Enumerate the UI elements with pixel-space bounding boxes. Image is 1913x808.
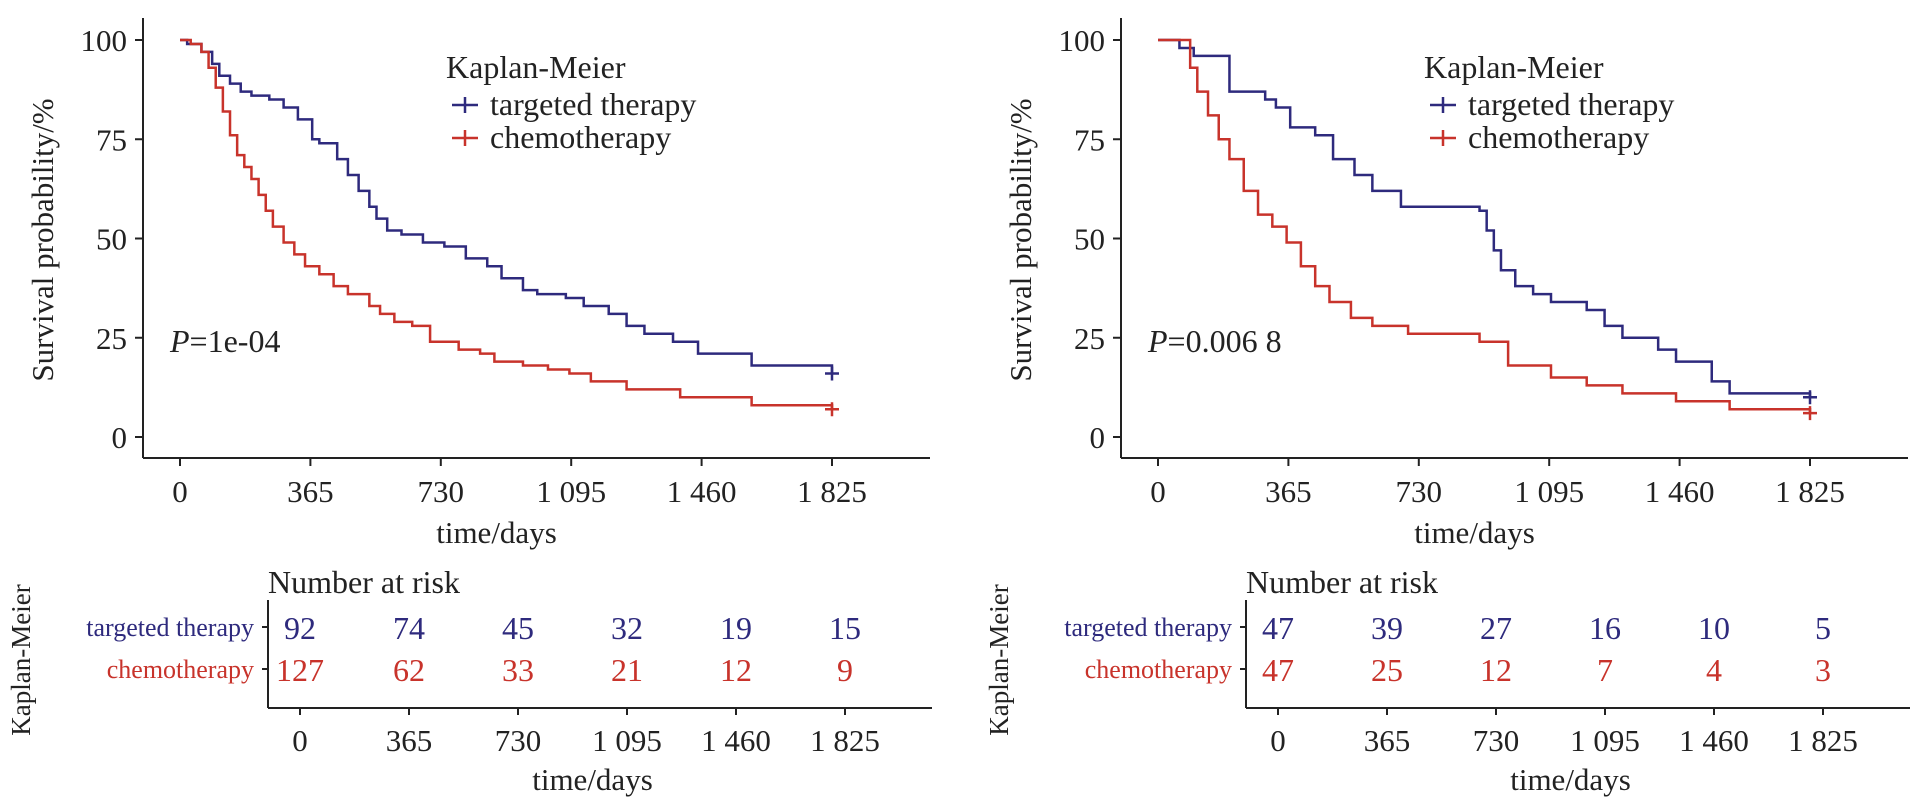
risk-count: 4 [1706,652,1722,688]
x-axis-title: time/days [1414,515,1535,550]
risk-count: 3 [1815,652,1831,688]
y-tick-label: 75 [96,122,127,157]
survival-curve-chemo [1158,38,1812,414]
risk-table-title: Number at risk [268,564,460,600]
legend-key-chemo [452,130,478,146]
legend-key-chemo [1430,130,1456,146]
risk-count: 10 [1698,610,1730,646]
legend-label-chemo: chemotherapy [1468,119,1649,155]
x-tick-label: 1 460 [1645,474,1715,509]
risk-count: 12 [720,652,752,688]
risk-count: 47 [1262,652,1294,688]
x-tick-label: 0 [1150,474,1166,509]
survival-curve-targeted [180,38,834,374]
y-axis-title: Survival probability/% [25,98,60,381]
risk-x-tick-label: 1 095 [1570,723,1640,758]
risk-table-title: Number at risk [1246,564,1438,600]
y-tick-label: 100 [1059,23,1106,58]
risk-x-axis-title: time/days [1510,762,1631,797]
x-tick-label: 365 [1265,474,1312,509]
risk-count: 15 [829,610,861,646]
risk-x-tick-label: 1 825 [810,723,880,758]
risk-count: 127 [276,652,324,688]
y-tick-label: 50 [1074,222,1105,257]
risk-x-axis-title: time/days [532,762,653,797]
risk-count: 21 [611,652,643,688]
risk-count: 16 [1589,610,1621,646]
risk-x-tick-label: 730 [1473,723,1520,758]
risk-x-tick-label: 1 095 [592,723,662,758]
legend-key-targeted [452,97,478,113]
y-tick-label: 100 [81,23,128,58]
risk-row-label-chemo: chemotherapy [1085,655,1232,684]
survival-curve-targeted [1158,38,1812,398]
risk-count: 39 [1371,610,1403,646]
risk-x-tick-label: 1 825 [1788,723,1858,758]
risk-count: 32 [611,610,643,646]
legend-label-targeted: targeted therapy [490,86,696,122]
risk-count: 45 [502,610,534,646]
risk-count: 7 [1597,652,1613,688]
legend-title: Kaplan-Meier [446,49,626,85]
censor-mark [1803,390,1817,405]
risk-x-tick-label: 365 [1364,723,1411,758]
km-panel-1: 0 25 50 75 100 0 365 730 1 095 1 460 1 825 time/day… [6,18,932,797]
x-tick-label: 365 [287,474,334,509]
y-tick-label: 0 [1090,420,1106,455]
risk-row-label-chemo: chemotherapy [107,655,254,684]
survival-curve-chemo [180,38,834,410]
x-tick-label: 0 [172,474,188,509]
risk-count: 47 [1262,610,1294,646]
risk-count: 9 [837,652,853,688]
risk-side-label: Kaplan-Meier [6,584,36,735]
risk-count: 25 [1371,652,1403,688]
risk-count: 12 [1480,652,1512,688]
legend-key-targeted [1430,97,1456,113]
legend-title: Kaplan-Meier [1424,49,1604,85]
y-tick-label: 50 [96,222,127,257]
censor-mark [825,402,839,417]
risk-x-tick-label: 730 [495,723,542,758]
censor-mark [1803,406,1817,421]
risk-count: 19 [720,610,752,646]
censor-mark [825,366,839,381]
risk-count: 5 [1815,610,1831,646]
x-axis-title: time/days [436,515,557,550]
risk-x-tick-label: 365 [386,723,433,758]
x-tick-label: 1 460 [667,474,737,509]
x-tick-label: 1 095 [536,474,606,509]
risk-x-tick-label: 1 460 [701,723,771,758]
x-tick-label: 1 095 [1514,474,1584,509]
risk-x-tick-label: 1 460 [1679,723,1749,758]
risk-count: 92 [284,610,316,646]
risk-side-label: Kaplan-Meier [984,584,1014,735]
y-tick-label: 25 [96,321,127,356]
risk-table: Number at risk targeted therapy 92 74 45 32 19… [6,564,932,797]
risk-count: 74 [393,610,425,646]
risk-count: 27 [1480,610,1512,646]
risk-row-label-targeted: targeted therapy [1064,613,1232,642]
risk-x-tick-label: 0 [1270,723,1286,758]
y-tick-label: 0 [112,420,128,455]
x-tick-label: 730 [1396,474,1443,509]
legend-label-chemo: chemotherapy [490,119,671,155]
risk-count: 62 [393,652,425,688]
legend-label-targeted: targeted therapy [1468,86,1674,122]
y-axis-title: Survival probability/% [1003,98,1038,381]
p-value: P=1e-04 [169,323,280,359]
risk-count: 33 [502,652,534,688]
x-tick-label: 1 825 [1775,474,1845,509]
y-tick-label: 25 [1074,321,1105,356]
x-tick-label: 730 [418,474,465,509]
p-value: P=0.006 8 [1147,323,1282,359]
risk-row-label-targeted: targeted therapy [86,613,254,642]
y-tick-label: 75 [1074,122,1105,157]
x-tick-label: 1 825 [797,474,867,509]
risk-x-tick-label: 0 [292,723,308,758]
